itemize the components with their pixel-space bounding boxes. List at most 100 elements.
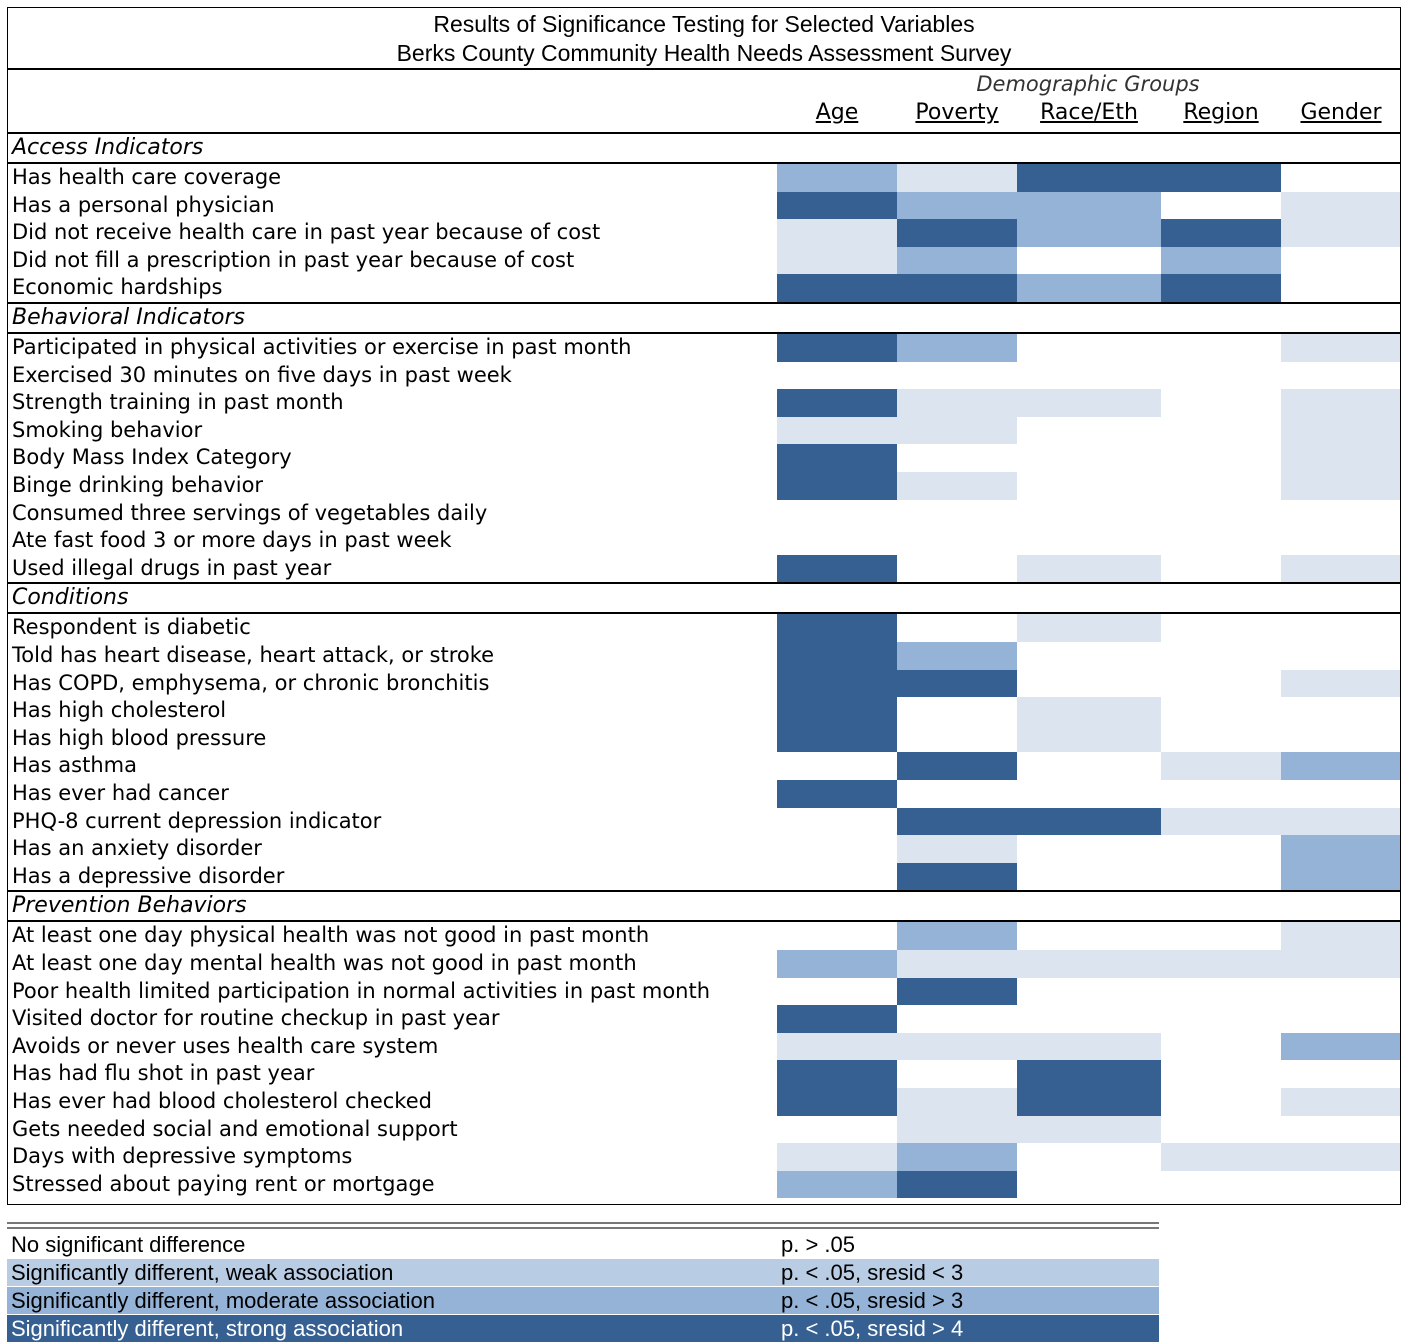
section-divider (8, 890, 1400, 893)
table-row: Has ever had cancer (8, 780, 1400, 808)
legend-label: Significantly different, weak associatio… (11, 1260, 394, 1285)
row-label: Exercised 30 minutes on five days in pas… (12, 362, 512, 387)
row-label: Has a depressive disorder (12, 863, 285, 888)
significance-cell-age (777, 361, 897, 390)
section-heading: Access Indicators (12, 135, 204, 160)
significance-cell-race-eth (1017, 835, 1161, 863)
significance-cell-race-eth (1017, 554, 1161, 583)
significance-cell-gender (1281, 1115, 1400, 1144)
significance-cell-poverty (897, 164, 1017, 192)
significance-cell-region (1161, 334, 1281, 362)
significance-cell-poverty (897, 389, 1017, 417)
significance-cell-age (777, 1005, 897, 1033)
table-row: Strength training in past month (8, 389, 1400, 417)
significance-cell-age (777, 697, 897, 725)
significance-cell-race-eth (1017, 389, 1161, 417)
significance-cell-age (777, 444, 897, 472)
significance-cell-gender (1281, 1143, 1400, 1171)
significance-cell-gender (1281, 444, 1400, 472)
significance-cell-region (1161, 444, 1281, 472)
significance-table: Results of Significance Testing for Sele… (7, 7, 1401, 1205)
significance-cell-gender (1281, 862, 1400, 891)
legend-divider (7, 1227, 1159, 1229)
significance-cell-age (777, 752, 897, 780)
row-label: Did not fill a prescription in past year… (12, 247, 575, 272)
significance-cell-race-eth (1017, 1170, 1161, 1199)
significance-cell-race-eth (1017, 1032, 1161, 1061)
significance-cell-gender (1281, 246, 1400, 275)
significance-cell-region (1161, 950, 1281, 978)
significance-cell-region (1161, 191, 1281, 220)
row-label: PHQ-8 current depression indicator (12, 808, 382, 833)
table-row: Poor health limited participation in nor… (8, 977, 1400, 1006)
significance-cell-poverty (897, 642, 1017, 670)
legend-label: No significant difference (11, 1232, 246, 1257)
significance-cell-age (777, 554, 897, 583)
significance-cell-poverty (897, 472, 1017, 500)
divider (8, 68, 1400, 70)
significance-cell-region (1161, 724, 1281, 753)
significance-cell-region (1161, 780, 1281, 808)
significance-cell-region (1161, 1115, 1281, 1144)
significance-cell-region (1161, 1143, 1281, 1171)
significance-cell-race-eth (1017, 416, 1161, 445)
table-row: Has had flu shot in past year (8, 1060, 1400, 1088)
significance-cell-age (777, 922, 897, 950)
significance-cell-gender (1281, 752, 1400, 780)
row-label: Has COPD, emphysema, or chronic bronchit… (12, 670, 490, 695)
significance-cell-age (777, 164, 897, 192)
significance-cell-age (777, 835, 897, 863)
section-divider (8, 302, 1400, 304)
significance-cell-race-eth (1017, 527, 1161, 555)
row-label: Binge drinking behavior (12, 473, 264, 497)
significance-cell-poverty (897, 950, 1017, 978)
table-row: Has COPD, emphysema, or chronic bronchit… (8, 669, 1400, 698)
significance-cell-age (777, 807, 897, 836)
significance-cell-poverty (897, 554, 1017, 583)
table-row: Used illegal drugs in past year (8, 554, 1400, 583)
significance-cell-age (777, 334, 897, 362)
row-label: Has had flu shot in past year (12, 1061, 315, 1086)
significance-cell-poverty (897, 1005, 1017, 1033)
table-row: Body Mass Index Category (8, 444, 1400, 472)
column-header-race-eth: Race/Eth (1040, 100, 1138, 125)
legend-p-value: p. > .05 (781, 1232, 856, 1257)
table-row: Smoking behavior (8, 416, 1400, 445)
significance-cell-age (777, 389, 897, 417)
table-row: Ate fast food 3 or more days in past wee… (8, 527, 1400, 555)
significance-cell-race-eth (1017, 361, 1161, 390)
table-row: Avoids or never uses health care system (8, 1032, 1400, 1061)
significance-cell-poverty (897, 1032, 1017, 1061)
legend-p-value: p. < .05, sresid < 3 (781, 1260, 964, 1285)
significance-cell-race-eth (1017, 164, 1161, 192)
significance-cell-gender (1281, 922, 1400, 950)
significance-cell-gender (1281, 499, 1400, 528)
significance-cell-age (777, 950, 897, 978)
legend-row-weak: Significantly different, weak associatio… (7, 1259, 1159, 1286)
significance-cell-poverty (897, 922, 1017, 950)
row-label: Has high cholesterol (12, 698, 227, 723)
significance-cell-race-eth (1017, 862, 1161, 891)
significance-cell-gender (1281, 1060, 1400, 1088)
significance-cell-region (1161, 164, 1281, 192)
significance-cell-gender (1281, 191, 1400, 220)
significance-cell-gender (1281, 950, 1400, 978)
table-row: Did not receive health care in past year… (8, 219, 1400, 247)
significance-cell-region (1161, 527, 1281, 555)
significance-cell-gender (1281, 361, 1400, 390)
significance-cell-region (1161, 389, 1281, 417)
significance-cell-poverty (897, 219, 1017, 247)
legend-row-strong: Significantly different, strong associat… (7, 1315, 1159, 1342)
significance-cell-region (1161, 499, 1281, 528)
significance-cell-age (777, 669, 897, 698)
table-row: Has high blood pressure (8, 724, 1400, 753)
table-row: Has a personal physician (8, 191, 1400, 220)
row-label: Days with depressive symptoms (12, 1144, 353, 1169)
table-row: Has a depressive disorder (8, 862, 1400, 891)
row-label: Respondent is diabetic (12, 615, 251, 640)
significance-cell-age (777, 1115, 897, 1144)
significance-cell-age (777, 1143, 897, 1171)
row-label: Body Mass Index Category (12, 445, 292, 470)
significance-cell-region (1161, 642, 1281, 670)
significance-cell-race-eth (1017, 1115, 1161, 1144)
